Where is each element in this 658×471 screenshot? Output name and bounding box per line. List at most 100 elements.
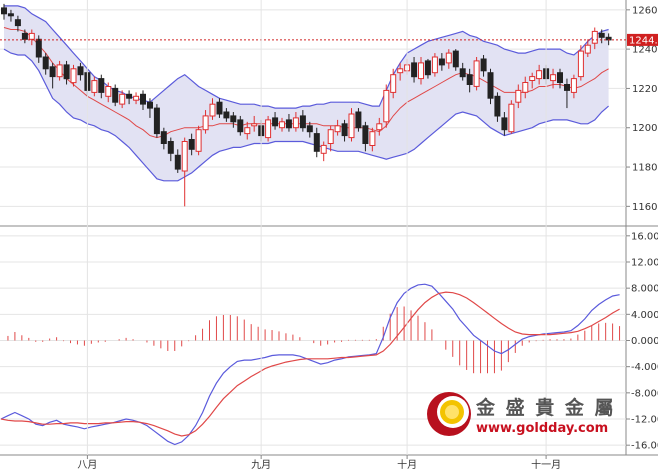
macd-panel: -16.000 -12.000 -8.000 -4.000 0.000 4.000 8.00… (0, 231, 658, 456)
bollinger-lower-line (3, 48, 609, 182)
macd-tick-label: -8.000 (631, 388, 658, 399)
candle-down (299, 115, 306, 129)
candle-up (584, 44, 591, 54)
candle-down (272, 117, 279, 127)
candle-up (265, 119, 272, 139)
candle-down (438, 58, 445, 66)
candle-up (591, 30, 598, 44)
logo-coin-highlight (445, 405, 459, 419)
candle-up (376, 123, 383, 131)
candle-down (160, 131, 167, 144)
candle-down (480, 58, 487, 72)
candle-down (188, 139, 195, 150)
candle-down (216, 101, 223, 115)
x-tick-label: 十一月 (531, 458, 561, 471)
candle-up (292, 117, 299, 129)
candle-up (244, 127, 251, 135)
candle-up (56, 64, 63, 78)
candle-up (550, 74, 557, 82)
price-tick-label: 1180.0 (632, 163, 658, 174)
candle-down (112, 87, 119, 103)
candle-up (279, 121, 285, 129)
macd-tick-label: -4.000 (631, 362, 658, 373)
candle-down (285, 119, 292, 129)
candle-up (369, 131, 376, 146)
candle-down (230, 115, 237, 123)
macd-tick-label: 16.000 (631, 231, 658, 242)
macd-dif-line (0, 283, 620, 446)
macd-dea-line (0, 291, 620, 437)
macd-tick-label: 4.000 (631, 310, 658, 321)
candle-down (98, 78, 105, 93)
candle-down (126, 93, 133, 99)
candle-up (28, 32, 35, 40)
candle-up (445, 52, 452, 64)
candle-up (508, 103, 515, 133)
candle-down (153, 107, 160, 135)
macd-tick-label: 0.000 (631, 336, 658, 347)
candle-down (49, 66, 56, 78)
candle-up (195, 129, 202, 152)
candle-up (515, 89, 522, 103)
candle-up (181, 141, 188, 172)
candle-up (570, 78, 577, 93)
candle-down (557, 72, 563, 83)
candle-down (466, 74, 473, 85)
candle-down (487, 72, 494, 99)
x-tick-label: 八月 (77, 459, 97, 471)
candle-down (501, 117, 508, 131)
macd-tick-label: 12.000 (631, 257, 658, 268)
price-tick-label: 1220.0 (632, 84, 658, 95)
candle-down (140, 93, 146, 105)
candle-down (424, 60, 431, 76)
candle-down (313, 133, 320, 152)
price-tick-label: 1240.0 (632, 45, 658, 56)
candle-down (598, 32, 605, 38)
candle-down (1, 7, 7, 15)
x-tick-label: 九月 (251, 459, 271, 471)
price-tick-label: 1160.0 (632, 202, 658, 213)
logo-company-name: 金 盛 貴 金 屬 (475, 396, 615, 419)
candle-down (147, 101, 153, 109)
candle-up (348, 113, 355, 139)
bollinger-upper-line (4, 5, 609, 109)
candle-down (167, 141, 174, 154)
last-price-label: 1244.7 (629, 35, 658, 46)
x-axis: 八月九月十月十一月十二月19 (77, 0, 561, 471)
candle-down (564, 84, 570, 91)
candle-up (473, 60, 480, 87)
candle-down (362, 125, 369, 145)
candle-up (251, 123, 258, 127)
macd-tick-label: -12.000 (631, 415, 658, 426)
price-tick-label: 1260.0 (632, 5, 658, 16)
candle-up (133, 95, 140, 101)
candle-up (418, 62, 424, 80)
candle-down (14, 19, 21, 27)
candle-down (7, 13, 14, 17)
goldday-logo: 金 盛 貴 金 屬 www.goldday.com (427, 392, 615, 436)
macd-tick-label: -16.000 (631, 441, 658, 452)
candle-down (494, 95, 501, 117)
candle-down (21, 32, 28, 40)
candle-up (577, 50, 584, 78)
candle-up (70, 68, 77, 84)
price-tick-label: 1200.0 (632, 123, 658, 134)
candle-down (223, 111, 230, 119)
candle-down (237, 119, 244, 133)
candle-down (306, 125, 313, 133)
candle-up (390, 74, 397, 93)
logo-url: www.goldday.com (476, 421, 608, 436)
candle-up (119, 93, 126, 105)
candle-up (334, 125, 341, 133)
candle-down (459, 68, 466, 78)
candle-down (341, 123, 348, 137)
x-tick-label: 十月 (397, 458, 417, 471)
candle-down (35, 38, 42, 58)
candle-up (536, 70, 543, 80)
candle-up (91, 80, 98, 93)
candle-up (529, 76, 536, 81)
last-price-tag (627, 33, 658, 46)
candle-down (42, 56, 49, 70)
candle-up (320, 144, 327, 154)
